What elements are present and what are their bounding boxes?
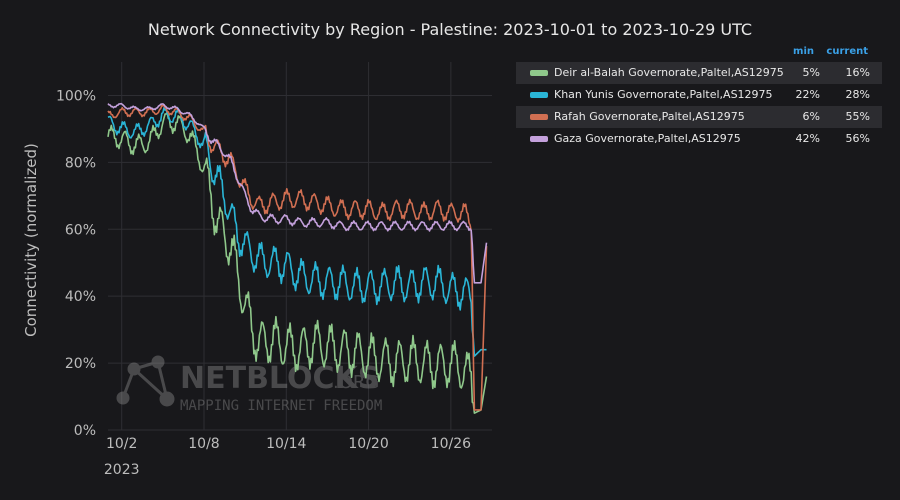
watermark-suffix: .ORG <box>333 372 379 393</box>
legend-current-value: 56% <box>845 132 870 145</box>
x-tick-label: 10/26 <box>431 436 471 452</box>
series-line-2[interactable] <box>107 103 488 411</box>
y-tick-label: 80% <box>65 155 96 171</box>
y-tick-label: 100% <box>56 88 96 104</box>
legend-min-value: 42% <box>795 132 820 145</box>
x-tick-label: 10/8 <box>188 436 219 452</box>
grid-lines <box>108 62 492 431</box>
legend-current-header[interactable]: current <box>826 46 868 57</box>
y-tick-label: 20% <box>65 356 96 372</box>
netblocks-logo-icon <box>116 355 175 407</box>
legend-swatch <box>530 70 548 76</box>
legend-series-name: Deir al-Balah Governorate,Paltel,AS12975 <box>554 66 784 79</box>
x-year-label: 2023 <box>104 462 140 478</box>
chart-legend: min current Deir al-Balah Governorate,Pa… <box>516 44 882 150</box>
legend-series-name: Khan Yunis Governorate,Paltel,AS12975 <box>554 88 773 101</box>
legend-header: min current <box>516 44 882 62</box>
series-lines <box>107 102 488 414</box>
x-tick-label: 10/2 <box>106 436 137 452</box>
legend-swatch <box>530 114 548 120</box>
legend-swatch <box>530 92 548 98</box>
y-tick-label: 40% <box>65 289 96 305</box>
series-line-0[interactable] <box>107 112 488 414</box>
legend-series-name: Gaza Governorate,Paltel,AS12975 <box>554 132 741 145</box>
netblocks-watermark: NETBLOCKS .ORG MAPPING INTERNET FREEDOM <box>116 355 382 414</box>
watermark-brand: NETBLOCKS <box>180 361 379 396</box>
watermark-tagline: MAPPING INTERNET FREEDOM <box>180 398 382 414</box>
chart-title: Network Connectivity by Region - Palesti… <box>147 20 753 39</box>
legend-current-value: 28% <box>845 88 870 101</box>
y-tick-label: 60% <box>65 222 96 238</box>
axis-labels: 10/2 10/8 10/14 10/20 10/26 2023 0% 20% 40% 60% 80… <box>56 88 471 478</box>
legend-item-khan-yunis[interactable]: Khan Yunis Governorate,Paltel,AS12975 22… <box>516 84 882 106</box>
x-tick-label: 10/20 <box>348 436 388 452</box>
x-tick-label: 10/14 <box>266 436 306 452</box>
legend-min-header[interactable]: min <box>793 46 814 57</box>
legend-item-deir-al-balah[interactable]: Deir al-Balah Governorate,Paltel,AS12975… <box>516 62 882 84</box>
series-line-3[interactable] <box>107 102 488 284</box>
y-tick-label: 0% <box>74 423 96 439</box>
series-line-1[interactable] <box>107 107 487 357</box>
legend-item-gaza[interactable]: Gaza Governorate,Paltel,AS12975 42% 56% <box>516 128 882 150</box>
legend-swatch <box>530 136 548 142</box>
legend-current-value: 55% <box>845 110 870 123</box>
legend-item-rafah[interactable]: Rafah Governorate,Paltel,AS12975 6% 55% <box>516 106 882 128</box>
y-axis-label: Connectivity (normalized) <box>22 143 40 337</box>
legend-current-value: 16% <box>845 66 870 79</box>
legend-series-name: Rafah Governorate,Paltel,AS12975 <box>554 110 745 123</box>
legend-min-value: 5% <box>802 66 820 79</box>
legend-min-value: 6% <box>802 110 820 123</box>
legend-min-value: 22% <box>795 88 820 101</box>
